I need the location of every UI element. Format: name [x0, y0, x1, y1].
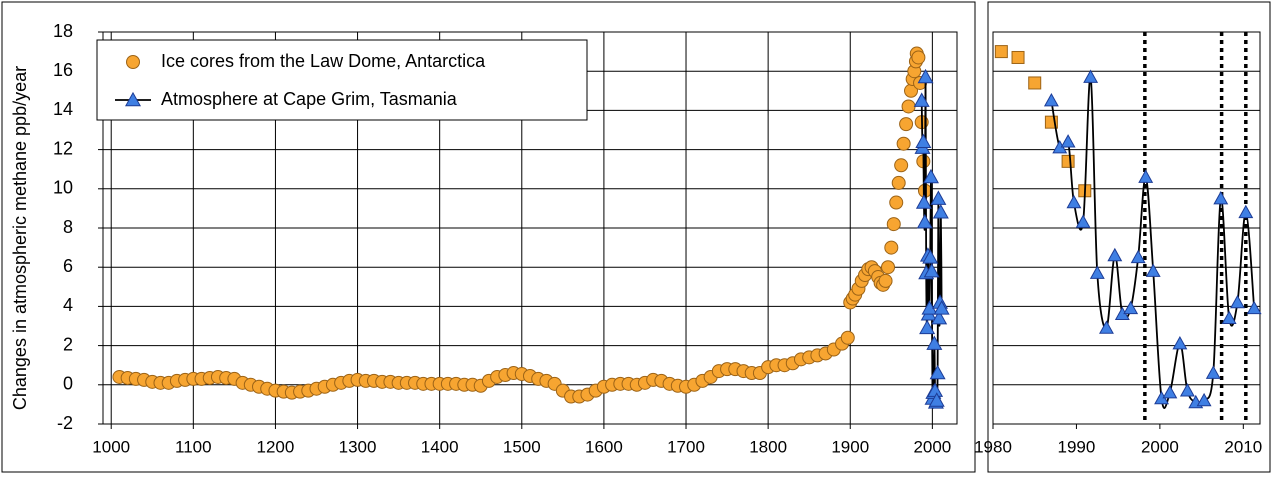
data-point: [1061, 154, 1075, 168]
data-point: [884, 240, 899, 255]
data-point: [1011, 50, 1025, 64]
data-point: [923, 262, 940, 278]
data-point: [916, 213, 933, 229]
data-point: [889, 195, 904, 210]
data-point: [1221, 310, 1237, 324]
x-tick-label: 2000: [1141, 437, 1179, 456]
data-point: [1238, 204, 1254, 219]
left-frame: [1, 1, 976, 473]
data-point: [1246, 300, 1262, 315]
data-point: [886, 217, 901, 232]
y-tick-label: 6: [63, 256, 73, 276]
y-tick-label: -2: [57, 413, 73, 433]
data-point: [913, 92, 930, 107]
data-point: [1066, 194, 1082, 209]
right-frame: [987, 1, 1271, 473]
data-point: [931, 309, 948, 325]
x-tick-label: 1800: [749, 437, 787, 456]
data-point: [933, 300, 950, 315]
data-point: [927, 382, 944, 397]
data-point: [911, 50, 926, 65]
data-point: [1138, 169, 1154, 183]
data-point: [1089, 265, 1105, 279]
series-line: [1050, 76, 1256, 409]
series-line: [920, 76, 943, 409]
data-point: [894, 158, 909, 173]
x-tick-label: 1000: [92, 437, 130, 456]
x-tick-label: 1300: [339, 437, 377, 456]
data-point: [840, 330, 855, 345]
data-point: [922, 249, 939, 264]
legend-marker: [125, 91, 141, 107]
data-point: [1179, 383, 1195, 397]
data-point: [1075, 214, 1091, 228]
data-point: [928, 392, 945, 407]
data-point: [930, 190, 947, 205]
y-tick-label: 4: [63, 295, 73, 315]
data-point: [899, 117, 914, 132]
data-point: [1230, 294, 1245, 309]
y-tick-label: 8: [63, 217, 73, 237]
y-tick-label: 0: [63, 374, 73, 394]
y-tick-label: 14: [53, 99, 73, 119]
data-point: [1099, 320, 1114, 334]
x-tick-label: 1500: [503, 437, 541, 456]
y-tick-label: 2: [63, 334, 73, 354]
y-tick-label: 10: [53, 178, 73, 198]
x-tick-label: 1200: [257, 437, 295, 456]
data-point: [1130, 249, 1146, 264]
x-tick-label: 2000: [913, 437, 951, 456]
data-point: [922, 168, 939, 184]
data-point: [994, 45, 1008, 59]
legend: [96, 39, 588, 121]
data-point: [917, 68, 934, 84]
data-point: [881, 260, 896, 275]
data-point: [891, 175, 906, 190]
data-point: [932, 204, 949, 219]
legend-label: Ice cores from the Law Dome, Antarctica: [161, 51, 486, 71]
data-point: [1123, 300, 1139, 315]
data-point: [915, 133, 932, 148]
legend-marker: [126, 55, 140, 69]
data-point: [1028, 76, 1042, 90]
data-point: [1213, 190, 1229, 205]
y-tick-label: 18: [53, 21, 73, 41]
data-point: [919, 319, 936, 335]
x-tick-label: 1990: [1058, 437, 1096, 456]
x-tick-label: 2010: [1224, 437, 1262, 456]
data-point: [1162, 385, 1178, 399]
data-point: [878, 273, 893, 288]
x-tick-label: 1900: [831, 437, 869, 456]
data-point: [901, 99, 916, 114]
legend-label: Atmosphere at Cape Grim, Tasmania: [161, 89, 458, 109]
data-point: [926, 335, 943, 350]
x-tick-label: 1700: [667, 437, 705, 456]
data-point: [1060, 134, 1076, 148]
data-point: [915, 194, 932, 209]
data-point: [1083, 69, 1099, 83]
data-point: [1043, 92, 1059, 107]
x-tick-label: 1400: [421, 437, 459, 456]
y-axis-label: Changes in atmospheric methane ppb/year: [10, 66, 30, 410]
data-point: [1205, 365, 1221, 379]
data-point: [929, 364, 946, 380]
data-point: [1107, 247, 1123, 262]
data-point: [1196, 392, 1212, 407]
y-tick-label: 12: [53, 138, 73, 158]
x-tick-label: 1600: [585, 437, 623, 456]
y-tick-label: 16: [53, 60, 73, 80]
data-point: [1172, 336, 1188, 350]
data-point: [1145, 263, 1161, 277]
data-point: [896, 136, 911, 151]
x-tick-label: 1980: [974, 437, 1012, 456]
x-tick-label: 1100: [175, 437, 212, 456]
